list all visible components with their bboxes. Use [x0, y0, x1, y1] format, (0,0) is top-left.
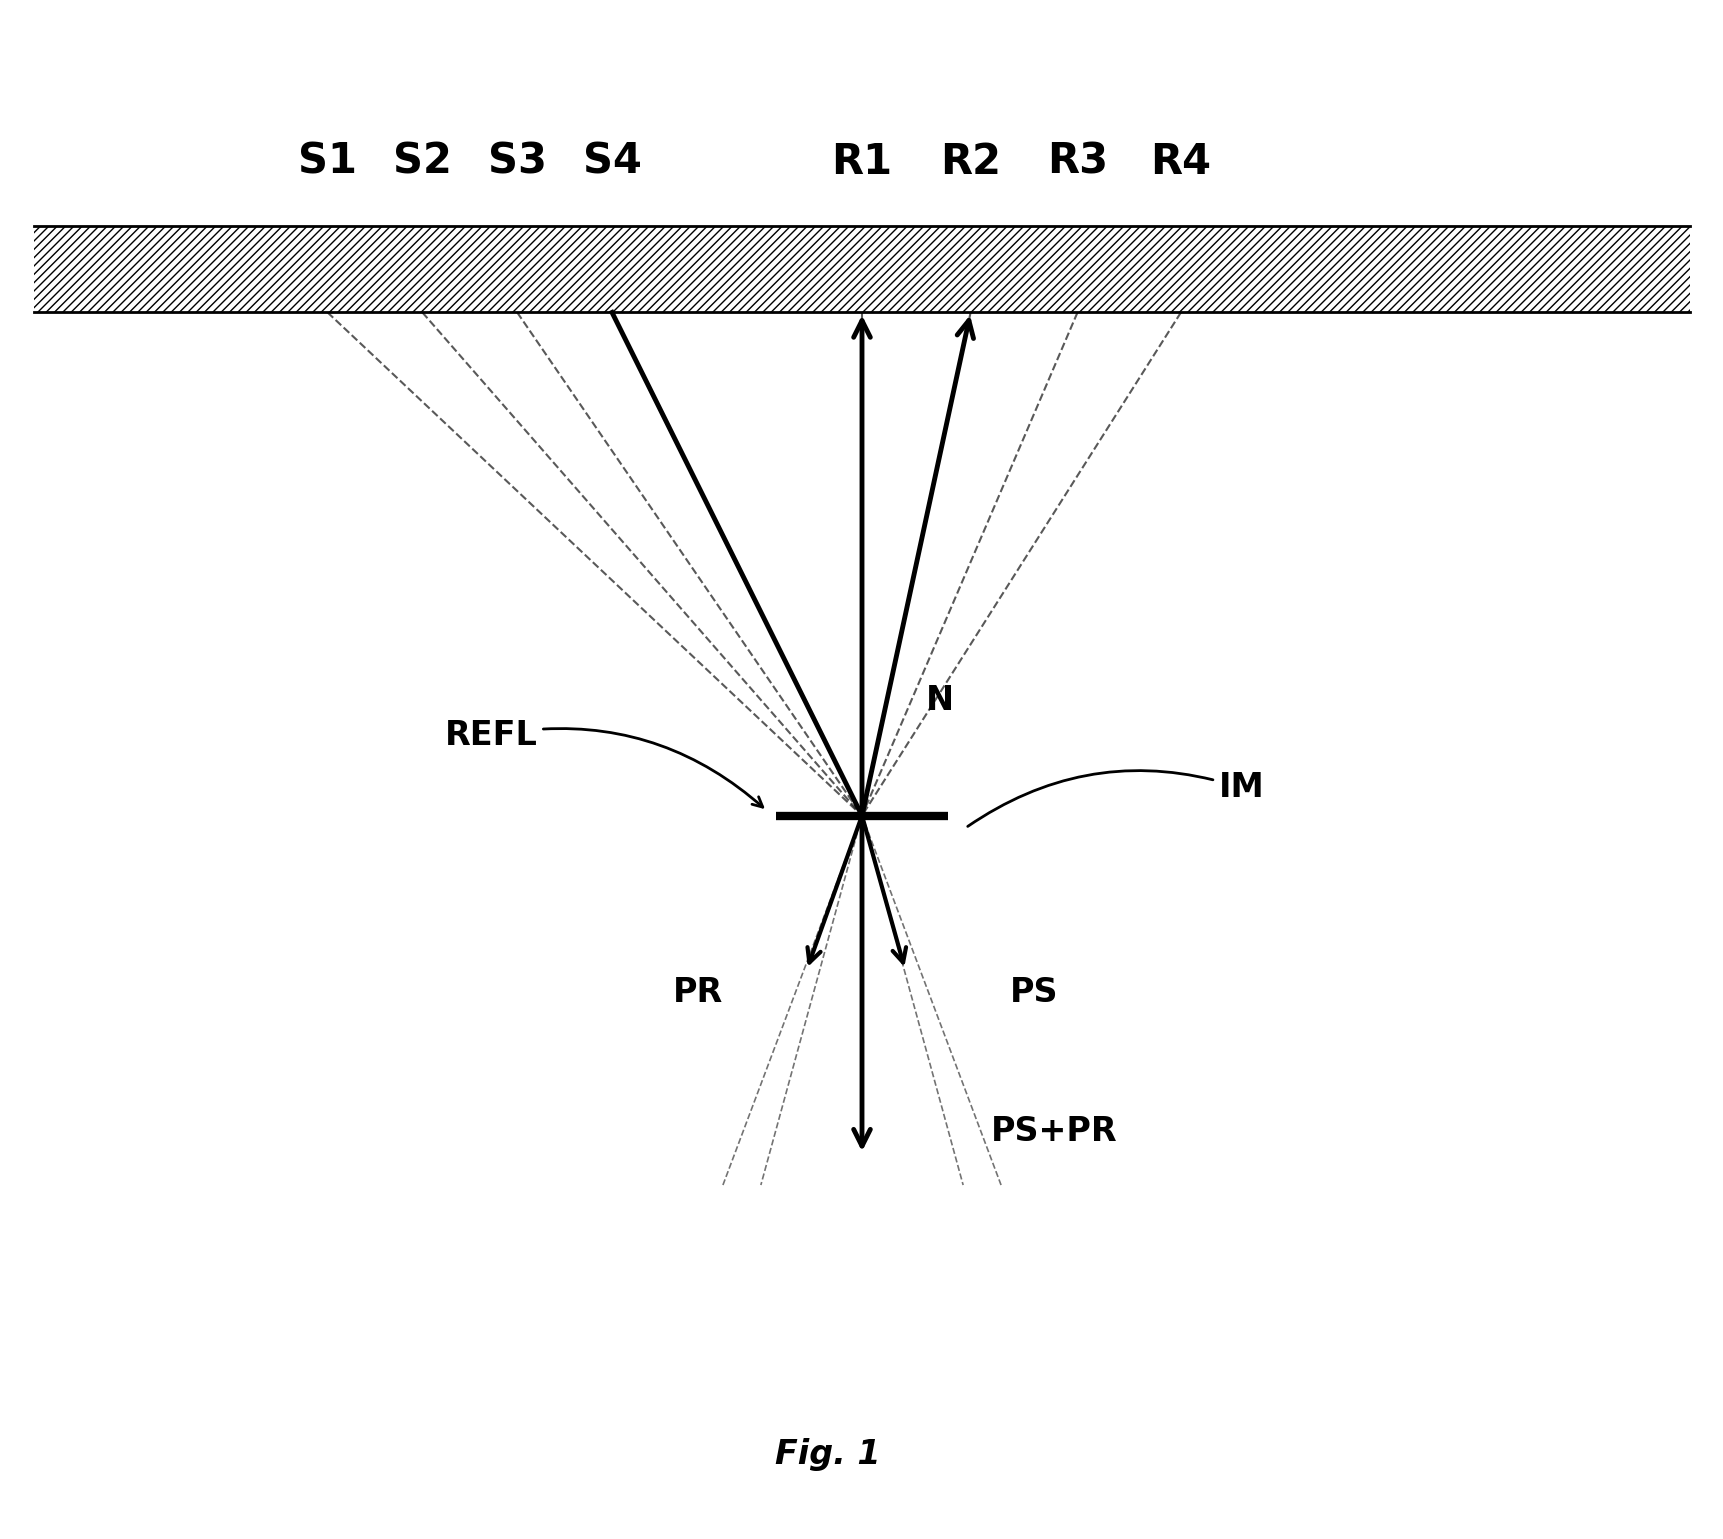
Text: PS: PS — [1010, 976, 1058, 1010]
Text: R1: R1 — [830, 140, 893, 183]
Text: R2: R2 — [939, 140, 1001, 183]
Text: PS+PR: PS+PR — [991, 1114, 1117, 1148]
Text: IM: IM — [967, 771, 1263, 826]
Text: Fig. 1: Fig. 1 — [774, 1437, 880, 1471]
Text: R4: R4 — [1149, 140, 1211, 183]
Text: S1: S1 — [298, 140, 357, 183]
Text: S4: S4 — [582, 140, 641, 183]
Text: S3: S3 — [488, 140, 546, 183]
Text: REFL: REFL — [445, 719, 762, 806]
Bar — [34, 226, 1689, 312]
Text: PR: PR — [672, 976, 724, 1010]
Text: R3: R3 — [1046, 140, 1108, 183]
Text: S2: S2 — [393, 140, 451, 183]
Text: N: N — [925, 683, 953, 717]
